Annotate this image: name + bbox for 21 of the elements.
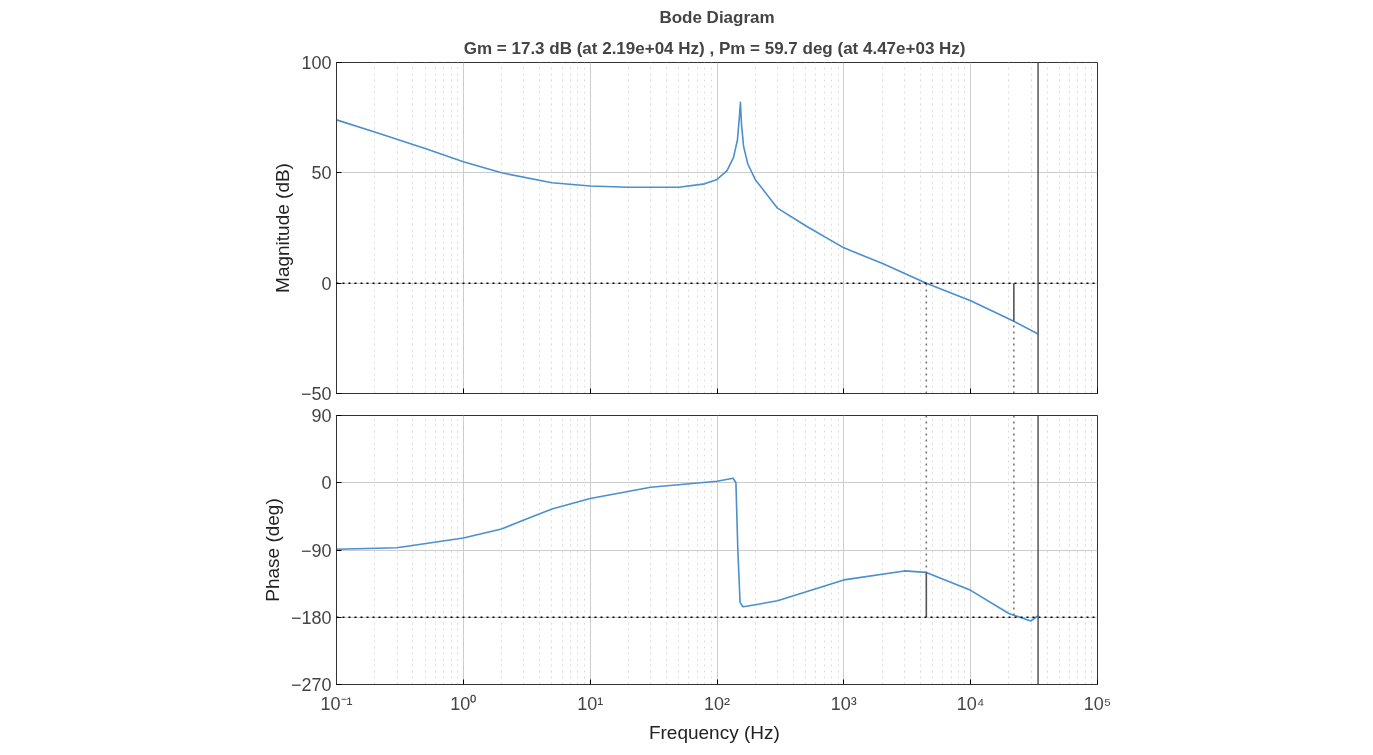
- x-tick-label: 10⁴: [956, 693, 985, 714]
- y-tick-label: −50: [300, 384, 332, 404]
- y-tick-label: −180: [290, 607, 332, 628]
- x-tick-label: 10⁻¹: [320, 693, 353, 714]
- y-tick-label: −90: [300, 540, 332, 561]
- x-axis-title: Frequency (Hz): [648, 721, 780, 743]
- x-tick-label: 10⁵: [1083, 693, 1112, 714]
- y-tick-label: 90: [311, 406, 332, 426]
- y-tick-label: 0: [321, 273, 332, 294]
- y-axis-title: Magnitude (dB): [271, 163, 293, 293]
- x-tick-label: 10¹: [577, 693, 604, 714]
- x-tick-label: 10³: [830, 693, 857, 714]
- y-tick-label: 0: [321, 473, 332, 494]
- y-tick-label: 100: [301, 53, 332, 73]
- y-tick-label: −270: [290, 675, 332, 695]
- y-axis-title: Phase (deg): [261, 498, 283, 602]
- x-tick-label: 10²: [703, 693, 731, 714]
- chart-subtitle: Gm = 17.3 dB (at 2.19e+04 Hz) , Pm = 59.7 deg (at 4.47e+03 Hz): [463, 38, 966, 58]
- y-tick-label: 50: [311, 163, 332, 184]
- chart-title: Bode Diagram: [659, 7, 775, 27]
- x-tick-label: 10⁰: [450, 693, 477, 714]
